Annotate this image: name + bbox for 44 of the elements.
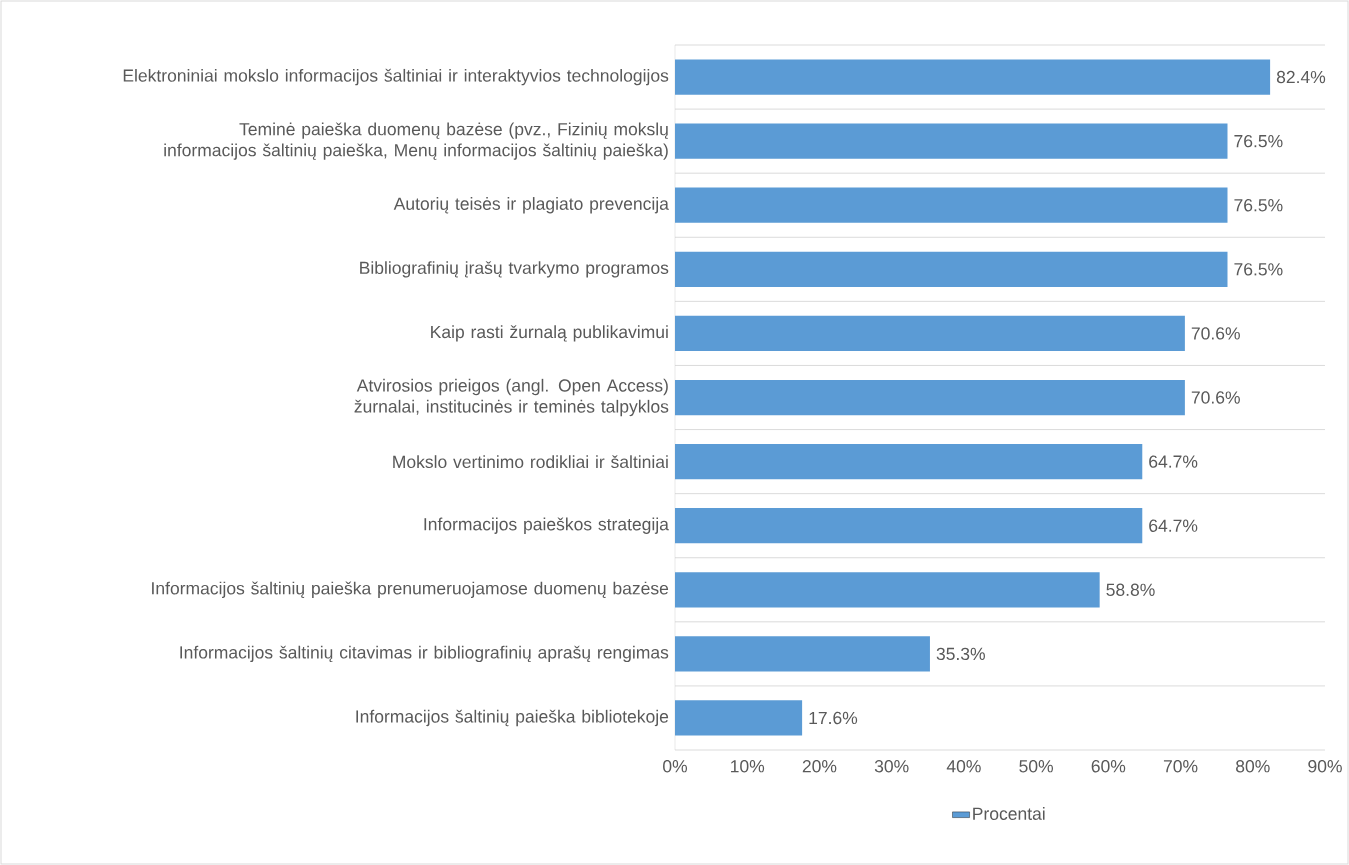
x-tick-label: 50%	[1019, 760, 1054, 773]
x-tick-label: 80%	[1236, 760, 1270, 773]
data-label: 17.6%	[809, 711, 858, 725]
y-tick-label: Informacijos paieškos strategija	[424, 517, 669, 534]
y-tick-label: Mokslo vertinimo rodikliai ir šaltiniai	[393, 455, 668, 469]
y-tick-label: Teminė paieška duomenų bazėse (pvz., Fizinių mokslų informacijos šaltinių paieška, Menų informacijos šaltinių paieška)	[164, 122, 668, 160]
data-label: 35.3%	[936, 647, 985, 661]
y-tick-label: Bibliografinių įrašų tvarkymo programos	[360, 261, 669, 278]
legend-label: Procentai	[973, 807, 1045, 820]
bar	[675, 572, 1100, 608]
data-label: 76.5%	[1234, 134, 1283, 148]
data-label: 76.5%	[1234, 263, 1283, 276]
bar	[675, 251, 1228, 287]
bar	[675, 700, 803, 736]
bar	[675, 187, 1228, 223]
x-tick-label: 60%	[1091, 760, 1126, 773]
x-tick-label: 10%	[731, 760, 765, 773]
bar	[675, 379, 1185, 416]
y-tick-label: Informacijos šaltinių paieška prenumeruojamose duomenų bazėse	[152, 581, 669, 598]
data-label: 64.7%	[1149, 519, 1198, 532]
bar	[675, 59, 1271, 95]
bar	[675, 315, 1185, 352]
y-tick-label: Informacijos šaltinių citavimas ir bibliografinių aprašų rengimas	[180, 645, 669, 663]
bar	[675, 636, 930, 672]
y-tick-label: Autorių teisės ir plagiato prevencija	[393, 197, 669, 214]
data-label: 70.6%	[1191, 391, 1240, 404]
x-tick-label: 0%	[663, 760, 688, 773]
data-label: 58.8%	[1106, 583, 1155, 596]
x-tick-label: 40%	[946, 760, 981, 773]
bar	[675, 443, 1143, 480]
data-label: 76.5%	[1234, 199, 1283, 212]
bar	[675, 508, 1143, 544]
x-tick-label: 70%	[1163, 760, 1198, 773]
y-tick-label: Kaip rasti žurnalą publikavimui	[431, 325, 668, 342]
y-tick-label: Informacijos šaltinių paieška bibliotekoje	[356, 709, 669, 727]
y-tick-label: Atvirosios prieigos (angl. Open Access) žurnalai, institucinės ir teminės talpyklos	[354, 378, 669, 417]
x-tick-label: 20%	[802, 760, 837, 773]
data-label: 64.7%	[1149, 455, 1198, 468]
x-tick-label: 30%	[874, 760, 909, 773]
data-label: 82.4%	[1276, 70, 1326, 84]
data-label: 70.6%	[1191, 327, 1240, 340]
x-tick-label: 90%	[1308, 760, 1342, 773]
y-tick-label: Elektroniniai mokslo informacijos šaltiniai ir interaktyvios technologijos	[123, 68, 669, 86]
bar	[675, 123, 1228, 159]
